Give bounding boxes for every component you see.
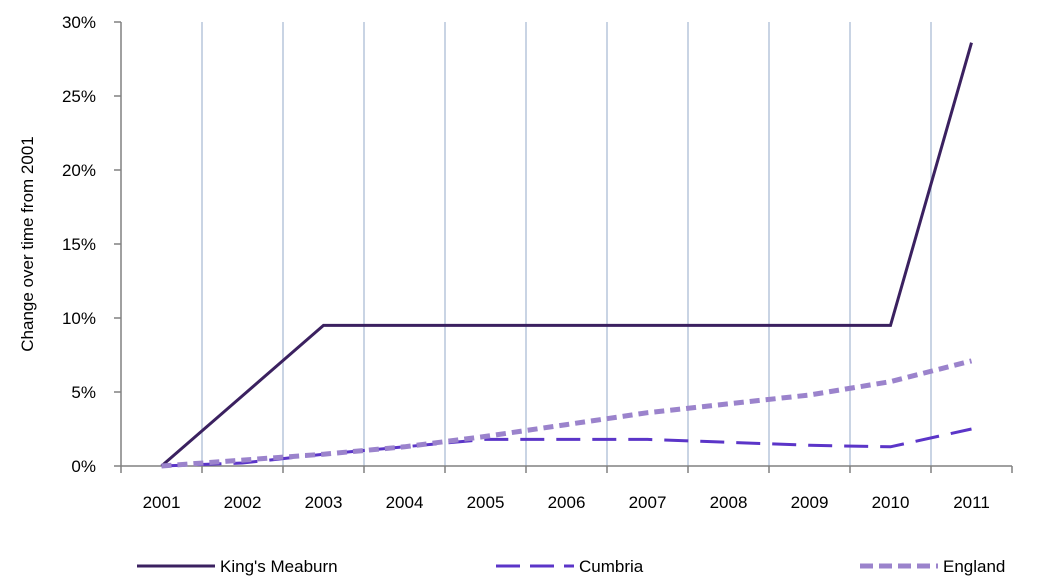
x-tick-label: 2003 <box>305 493 343 512</box>
x-tick-label: 2009 <box>791 493 829 512</box>
legend-label: King's Meaburn <box>220 557 338 576</box>
gridlines <box>201 22 932 466</box>
y-tick-label: 20% <box>62 161 96 180</box>
x-tick-label: 2011 <box>953 493 990 512</box>
y-tick-label: 25% <box>62 87 96 106</box>
y-axis-title: Change over time from 2001 <box>18 136 37 351</box>
series-line-2 <box>161 358 973 469</box>
y-tick-label: 15% <box>62 235 96 254</box>
legend-label: Cumbria <box>579 557 644 576</box>
x-tick-label: 2005 <box>467 493 505 512</box>
x-tick-label: 2004 <box>386 493 424 512</box>
series-lines <box>160 42 973 469</box>
tick-labels: 0% 5% 10% 15% 20% 25% 30% 2001 2002 2003 2004 2005 2… <box>62 13 990 512</box>
axes <box>114 21 1013 473</box>
x-tick-label: 2007 <box>629 493 667 512</box>
x-tick-label: 2008 <box>710 493 748 512</box>
y-tick-label: 0% <box>71 457 96 476</box>
legend-label: England <box>943 557 1005 576</box>
x-tick-label: 2006 <box>548 493 586 512</box>
y-tick-label: 10% <box>62 309 96 328</box>
y-tick-label: 5% <box>71 383 96 402</box>
x-tick-label: 2001 <box>143 493 181 512</box>
legend: King's Meaburn Cumbria England <box>137 557 1005 576</box>
series-line-0 <box>160 42 973 468</box>
x-tick-label: 2010 <box>872 493 910 512</box>
series-line-1 <box>161 427 972 468</box>
x-tick-label: 2002 <box>224 493 262 512</box>
y-tick-label: 30% <box>62 13 96 32</box>
